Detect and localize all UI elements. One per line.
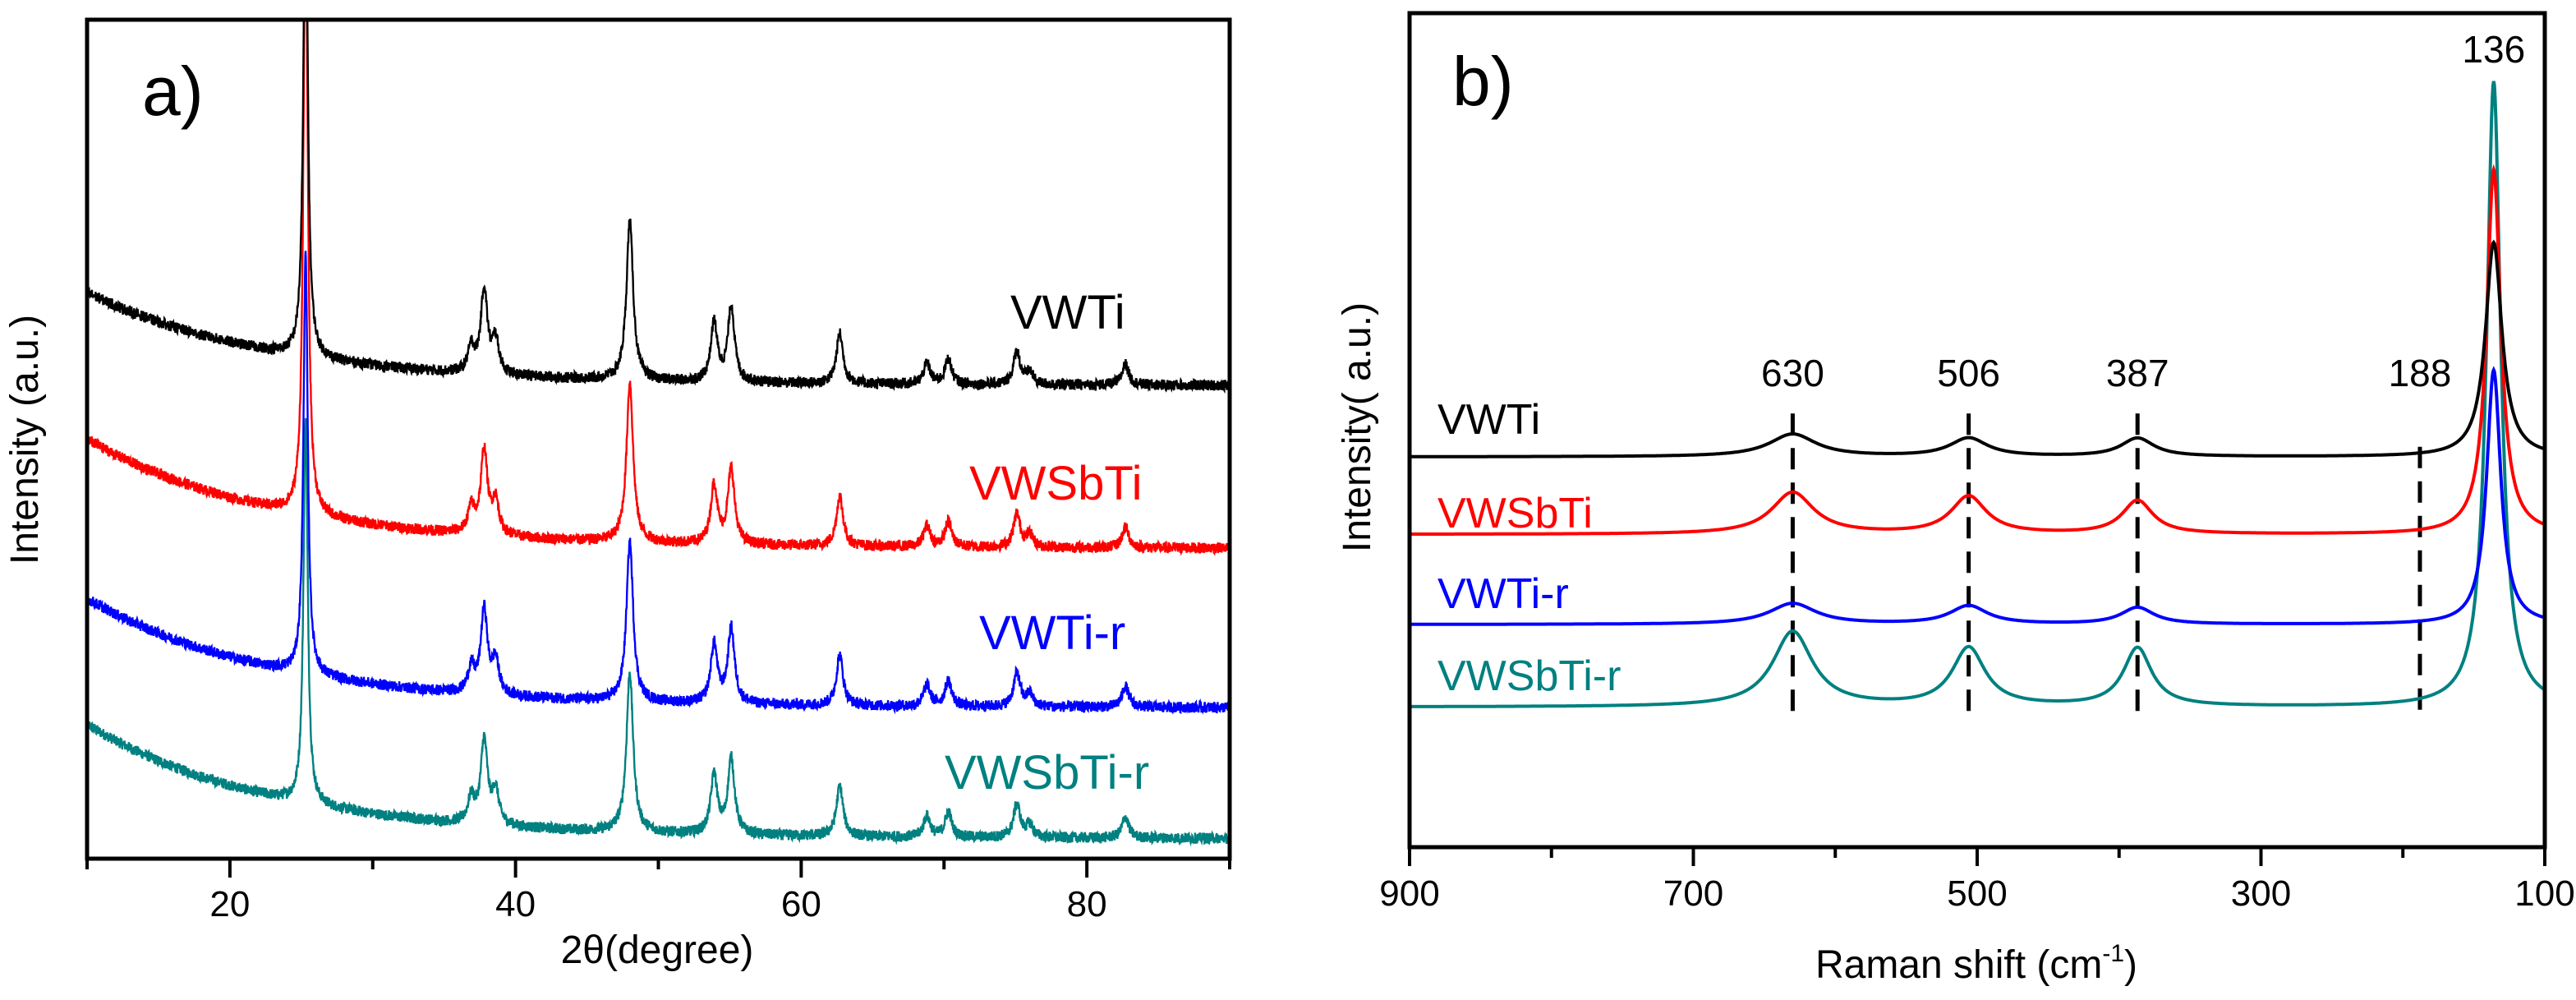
peak-label-506: 506 — [1937, 352, 2000, 394]
xrd-series-VWTi — [87, 20, 1230, 394]
panel-b-raman: 900 700 500 300 100 136 630 506 387 188 b) Raman… — [1336, 11, 2575, 987]
series-label-VWSbTi-r: VWSbTi-r — [945, 746, 1149, 800]
xrd-traces — [87, 20, 1230, 847]
series-label-VWTi: VWTi — [1010, 286, 1125, 339]
panel-label-a: a) — [142, 53, 204, 130]
peak-annotations: 136 630 506 387 188 — [1761, 28, 2525, 394]
peak-label-136: 136 — [2462, 28, 2525, 71]
x-label-end: ) — [2124, 943, 2137, 987]
x-axis-ticks-b: 900 700 500 300 100 — [1379, 847, 2575, 914]
x-tick-label: 40 — [495, 884, 536, 924]
raman-series-VWTi — [1410, 239, 2545, 459]
x-tick-label: 60 — [781, 884, 821, 924]
x-tick-label: 80 — [1067, 884, 1107, 924]
raman-series-VWTi-r — [1410, 366, 2545, 626]
y-axis-label-a: Intensity (a.u.) — [3, 315, 47, 565]
x-tick-label: 500 — [1947, 873, 2007, 914]
panel-a-xrd: 20 40 60 80 a) 2θ(degree) Intensity (a.u.) … — [3, 17, 1232, 972]
x-tick-label: 700 — [1663, 873, 1723, 914]
xrd-series-VWSbTi — [87, 20, 1230, 556]
series-label-VWSbTi-r: VWSbTi-r — [1438, 652, 1621, 700]
raman-series-VWSbTi-r — [1410, 81, 2545, 708]
plot-frame-a — [85, 17, 1232, 861]
xrd-series-VWSbTi-r — [87, 417, 1230, 847]
series-labels-b: VWTi VWSbTi VWTi-r VWSbTi-r — [1438, 396, 1621, 700]
series-label-VWTi-r: VWTi-r — [1438, 570, 1569, 618]
x-axis-label-b: Raman shift (cm-1) — [1815, 940, 2137, 987]
x-axis-label-a: 2θ(degree) — [561, 929, 754, 972]
panel-label-b: b) — [1452, 43, 1514, 120]
raman-traces — [1410, 81, 2545, 708]
series-labels-a: VWTi VWSbTi VWTi-r VWSbTi-r — [945, 286, 1149, 800]
series-label-VWSbTi: VWSbTi — [969, 457, 1143, 510]
x-tick-label: 20 — [209, 884, 250, 924]
y-axis-label-b: Intensity( a.u.) — [1336, 302, 1379, 552]
plot-frame-b — [1407, 11, 2547, 850]
peak-label-188: 188 — [2389, 352, 2452, 394]
dashed-reference-lines — [1790, 413, 2422, 714]
raman-series-VWSbTi — [1410, 164, 2545, 536]
series-label-VWTi-r: VWTi-r — [979, 606, 1125, 660]
x-tick-label: 100 — [2514, 873, 2574, 914]
series-label-VWTi: VWTi — [1438, 396, 1540, 444]
peak-label-387: 387 — [2106, 352, 2169, 394]
xrd-series-VWTi-r — [87, 251, 1230, 715]
peak-label-630: 630 — [1761, 352, 1824, 394]
x-label-superscript: -1 — [2102, 940, 2124, 967]
x-label-main: Raman shift (cm — [1815, 943, 2102, 987]
series-label-VWSbTi: VWSbTi — [1438, 490, 1593, 537]
x-tick-label: 300 — [2231, 873, 2291, 914]
x-axis-ticks-a: 20 40 60 80 — [85, 859, 1231, 924]
x-tick-label: 900 — [1379, 873, 1439, 914]
